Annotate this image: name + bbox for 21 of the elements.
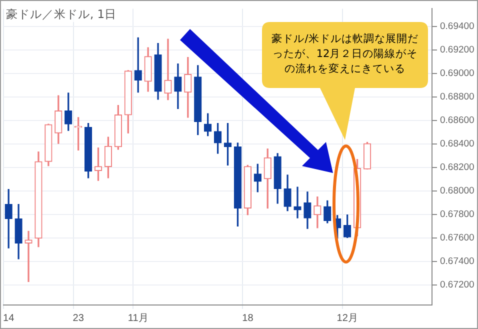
chart-title: 豪ドル／米ドル, 1日: [6, 7, 117, 22]
y-tick-label: 0.68400: [440, 138, 474, 150]
x-tick-label: 12月: [336, 312, 358, 324]
y-tick-label: 0.68200: [440, 162, 474, 174]
y-tick-label: 0.67200: [440, 280, 474, 291]
y-tick-label: 0.67800: [440, 209, 474, 220]
x-tick-label: 18: [242, 312, 254, 324]
y-tick-label: 0.68000: [440, 186, 474, 197]
y-tick-label: 0.69400: [440, 20, 474, 32]
y-tick-label: 0.67600: [440, 232, 474, 244]
x-tick-label: 11月: [128, 312, 148, 324]
candlestick: [164, 38, 172, 100]
y-tick-label: 0.69000: [440, 68, 474, 79]
y-tick-label: 0.68800: [440, 92, 474, 103]
y-tick-label: 0.67400: [440, 256, 474, 268]
y-tick-label: 0.69200: [440, 44, 474, 56]
x-tick-label: 14: [3, 312, 15, 324]
x-tick-label: 23: [72, 312, 84, 324]
y-tick-label: 0.68600: [440, 115, 474, 126]
annotation: 豪ドル/米ドルは軟調な展開だったが、12月２日の陽線がその流れを変えにきている: [270, 32, 420, 77]
candlestick: [24, 230, 32, 282]
